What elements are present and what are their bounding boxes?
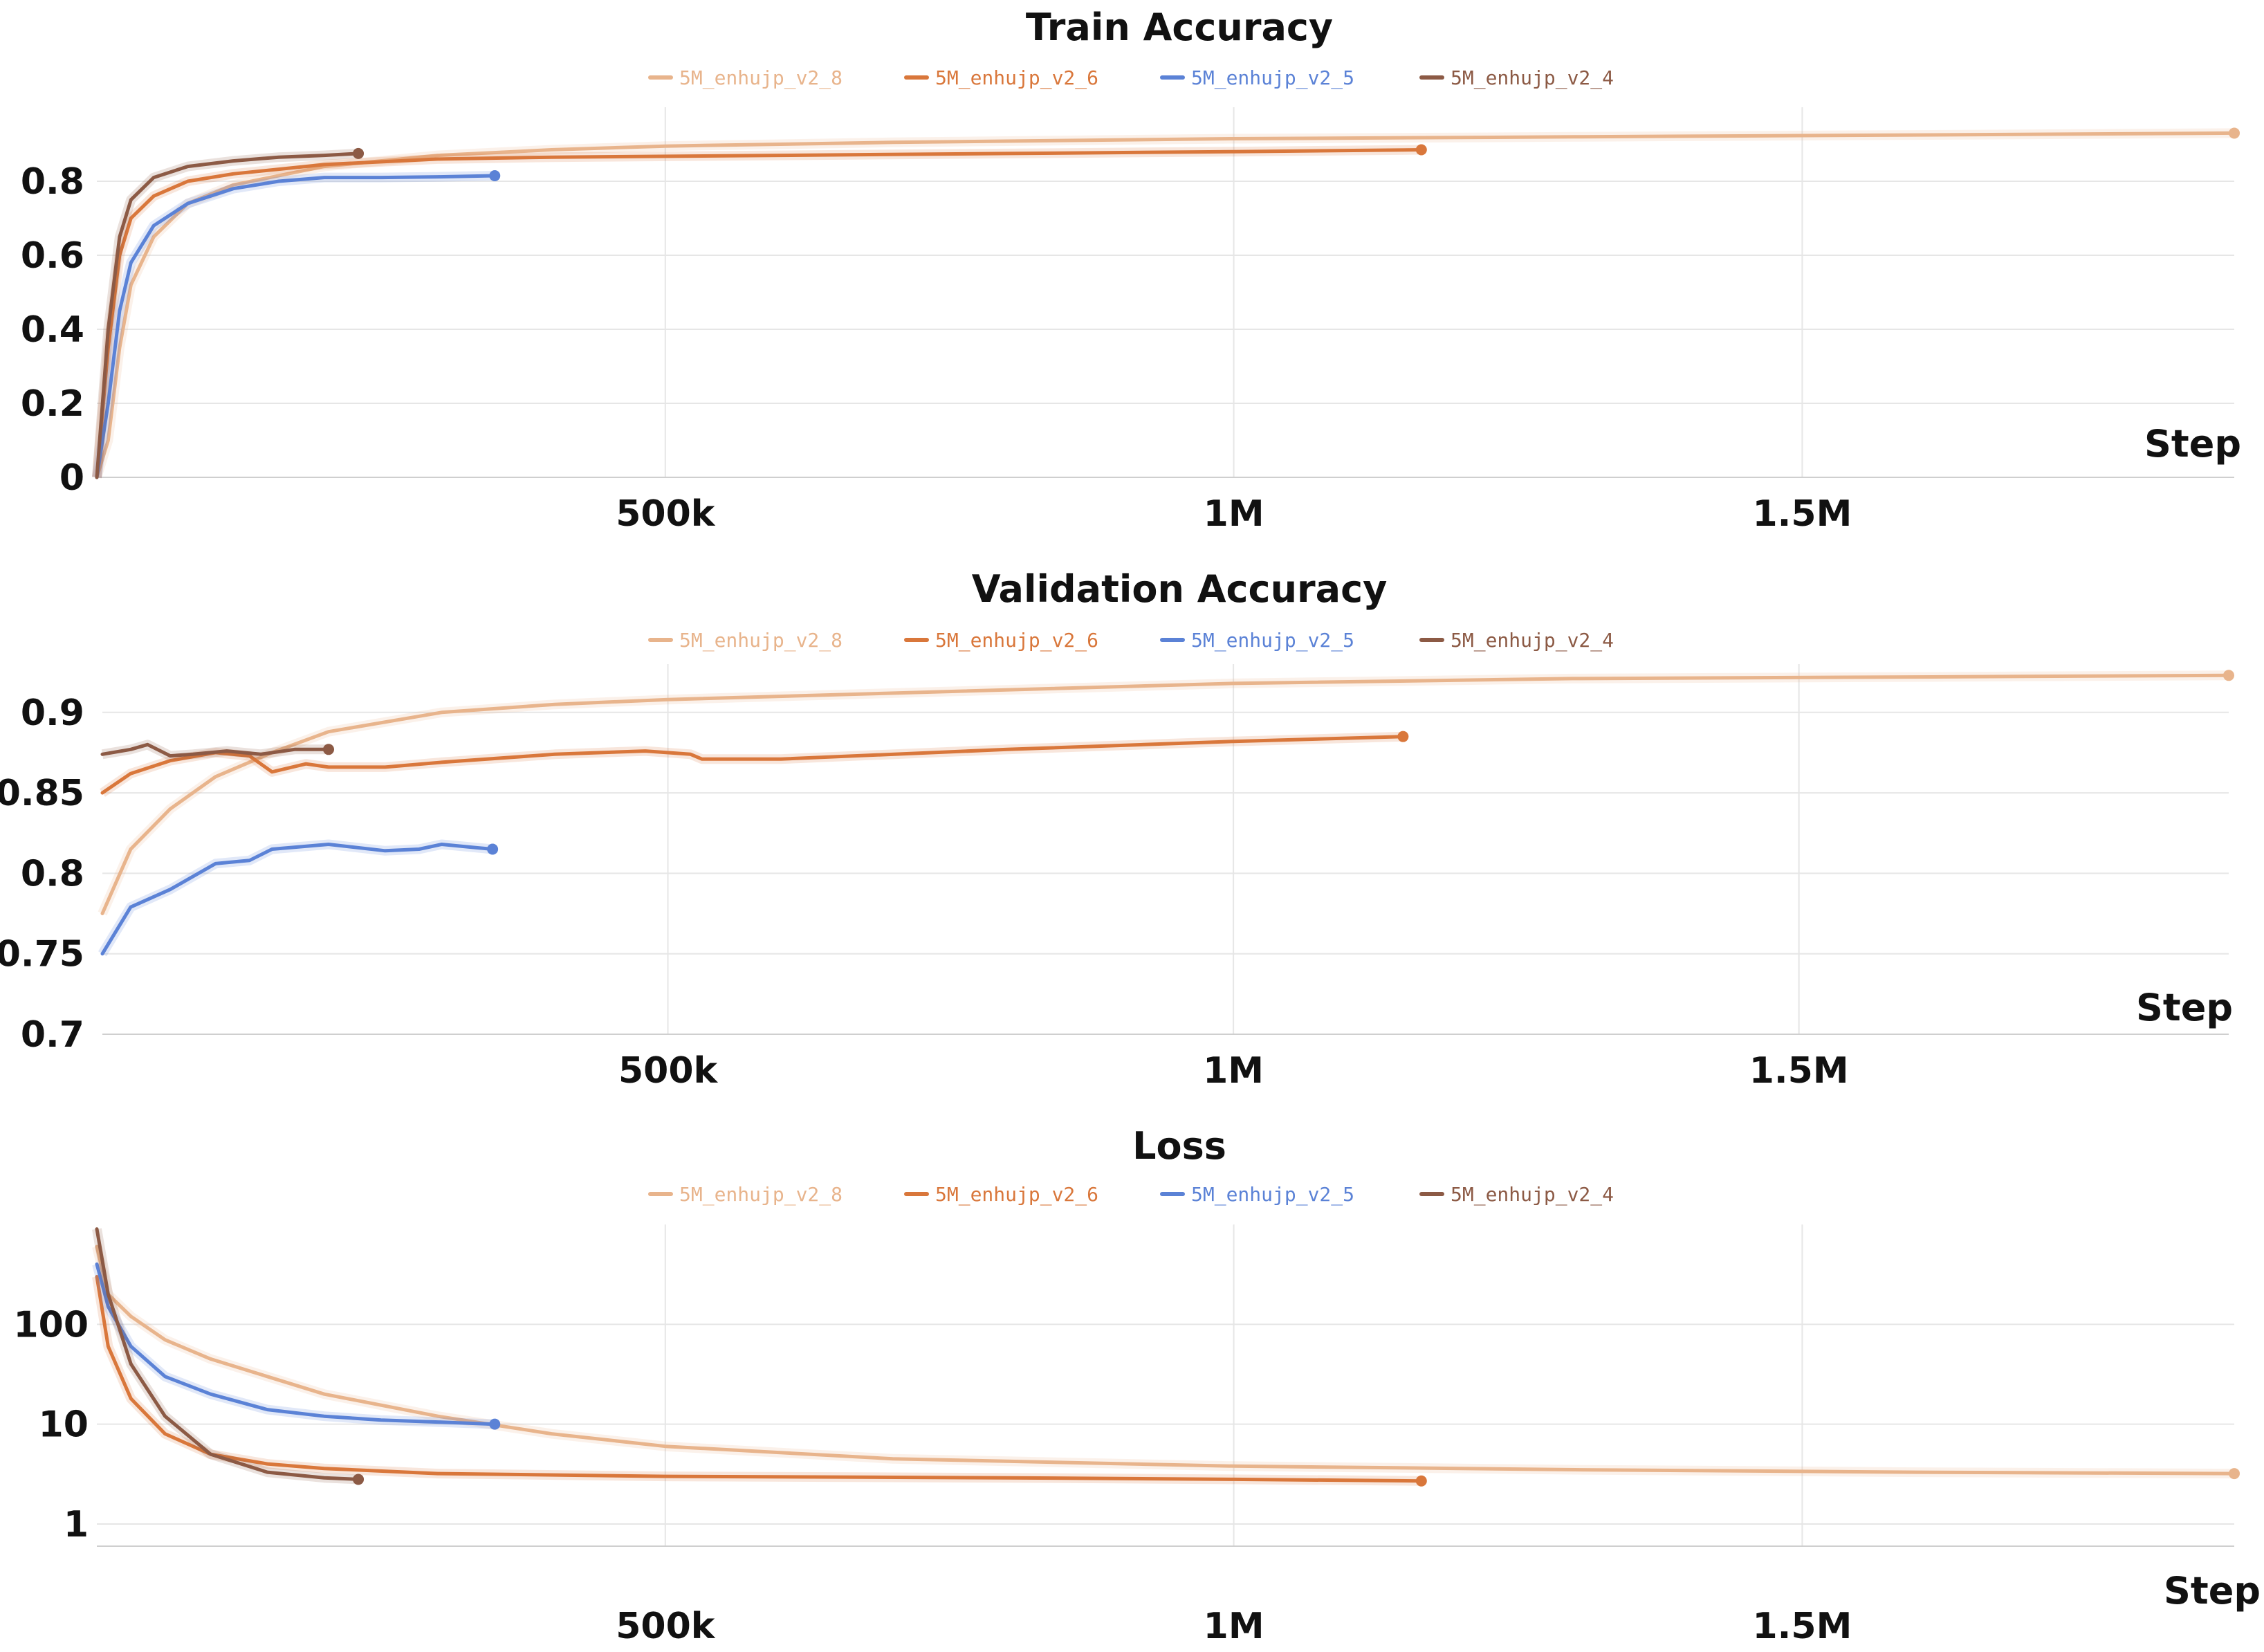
x-axis-label: Step (2164, 1569, 2261, 1613)
legend-entry-5m-enhujp-v2-5[interactable]: 5M_enhujp_v2_5 (1191, 629, 1354, 652)
x-tick-label: 1.5M (1749, 1050, 1849, 1092)
series-endpoint-5m-enhujp-v2-6[interactable] (1397, 731, 1409, 742)
validation-accuracy-chart: Validation Accuracy 5M_enhujp_v2_8 5M_enhu… (0, 567, 2234, 1092)
series-line-5m-enhujp-v2-4[interactable] (95, 152, 360, 479)
y-tick-label: 0.8 (21, 853, 84, 894)
y-tick-label: 1 (64, 1504, 89, 1545)
series-endpoint-5m-enhujp-v2-4[interactable] (323, 744, 335, 755)
series-line-5m-enhujp-v2-8[interactable] (95, 131, 2236, 479)
y-tick-label: 0.7 (21, 1014, 84, 1056)
series-endpoint-5m-enhujp-v2-8[interactable] (2229, 1468, 2240, 1480)
y-tick-label: 10 (39, 1404, 89, 1446)
x-tick-label: 500k (616, 1606, 716, 1647)
y-tick-label: 0.6 (21, 235, 84, 277)
y-tick-label: 0.2 (21, 383, 84, 425)
legend-entry-5m-enhujp-v2-8[interactable]: 5M_enhujp_v2_8 (679, 629, 843, 652)
series-endpoint-5m-enhujp-v2-4[interactable] (353, 147, 365, 159)
y-tick-label: 100 (13, 1304, 89, 1346)
x-axis-label: Step (2136, 986, 2233, 1029)
x-tick-label: 500k (618, 1050, 719, 1092)
x-tick-label: 500k (616, 493, 716, 535)
series-line-5m-enhujp-v2-6[interactable] (95, 148, 1424, 479)
y-tick-label: 0.75 (0, 934, 84, 975)
x-tick-label: 1.5M (1752, 1606, 1852, 1647)
y-tick-label: 0 (59, 457, 84, 499)
series-halo-5m-enhujp-v2-8 (98, 670, 2229, 916)
chart-title: Validation Accuracy (972, 567, 1388, 611)
series-line-5m-enhujp-v2-4[interactable] (95, 1227, 360, 1481)
series-halo-5m-enhujp-v2-6 (92, 145, 1421, 478)
legend-entry-5m-enhujp-v2-5[interactable]: 5M_enhujp_v2_5 (1191, 1183, 1354, 1206)
series-endpoint-5m-enhujp-v2-6[interactable] (1415, 144, 1427, 156)
series-halo-5m-enhujp-v2-8 (92, 1245, 2235, 1479)
series-halo-5m-enhujp-v2-8 (92, 128, 2235, 479)
series-endpoint-5m-enhujp-v2-8[interactable] (2223, 670, 2234, 681)
legend-entry-5m-enhujp-v2-4[interactable]: 5M_enhujp_v2_4 (1451, 629, 1614, 652)
x-tick-label: 1M (1204, 493, 1264, 535)
x-tick-label: 1M (1204, 1606, 1264, 1647)
train-accuracy-chart: Train Accuracy 5M_enhujp_v2_8 5M_enhujp_v2… (21, 6, 2241, 535)
series-line-5m-enhujp-v2-6[interactable] (95, 1275, 1424, 1483)
series-endpoint-5m-enhujp-v2-8[interactable] (2229, 127, 2240, 139)
series-endpoint-5m-enhujp-v2-5[interactable] (489, 1418, 501, 1430)
legend-entry-5m-enhujp-v2-4[interactable]: 5M_enhujp_v2_4 (1451, 66, 1614, 90)
series-line-5m-enhujp-v2-8[interactable] (95, 1245, 2236, 1476)
x-axis-label: Step (2144, 422, 2241, 466)
series-halo-5m-enhujp-v2-4 (92, 148, 359, 478)
series-endpoint-5m-enhujp-v2-5[interactable] (487, 843, 499, 855)
y-tick-label: 0.8 (21, 161, 84, 203)
chart-title: Loss (1132, 1124, 1226, 1168)
x-tick-label: 1M (1203, 1050, 1264, 1092)
series-line-5m-enhujp-v2-4[interactable] (100, 742, 331, 758)
series-line-5m-enhujp-v2-8[interactable] (100, 673, 2231, 915)
y-tick-label: 0.85 (0, 773, 84, 814)
legend-entry-5m-enhujp-v2-5[interactable]: 5M_enhujp_v2_5 (1191, 66, 1354, 90)
series-halo-5m-enhujp-v2-5 (98, 839, 493, 957)
series-endpoint-5m-enhujp-v2-4[interactable] (353, 1474, 365, 1485)
legend-entry-5m-enhujp-v2-6[interactable]: 5M_enhujp_v2_6 (935, 629, 1098, 652)
loss-chart: Loss 5M_enhujp_v2_8 5M_enhujp_v2_6 5M_enhuj… (13, 1124, 2261, 1647)
legend-entry-5m-enhujp-v2-8[interactable]: 5M_enhujp_v2_8 (679, 66, 843, 90)
chart-title: Train Accuracy (1026, 6, 1333, 49)
y-tick-label: 0.4 (21, 309, 84, 351)
legend-entry-5m-enhujp-v2-6[interactable]: 5M_enhujp_v2_6 (935, 66, 1098, 90)
series-endpoint-5m-enhujp-v2-5[interactable] (489, 169, 501, 181)
series-line-5m-enhujp-v2-5[interactable] (95, 174, 497, 479)
legend-entry-5m-enhujp-v2-4[interactable]: 5M_enhujp_v2_4 (1451, 1183, 1614, 1206)
series-endpoint-5m-enhujp-v2-6[interactable] (1415, 1475, 1427, 1487)
series-line-5m-enhujp-v2-5[interactable] (100, 843, 495, 956)
series-halo-5m-enhujp-v2-5 (92, 171, 495, 479)
legend-entry-5m-enhujp-v2-6[interactable]: 5M_enhujp_v2_6 (935, 1183, 1098, 1206)
y-tick-label: 0.9 (21, 692, 84, 734)
x-tick-label: 1.5M (1752, 493, 1852, 535)
legend-entry-5m-enhujp-v2-8[interactable]: 5M_enhujp_v2_8 (679, 1183, 843, 1206)
